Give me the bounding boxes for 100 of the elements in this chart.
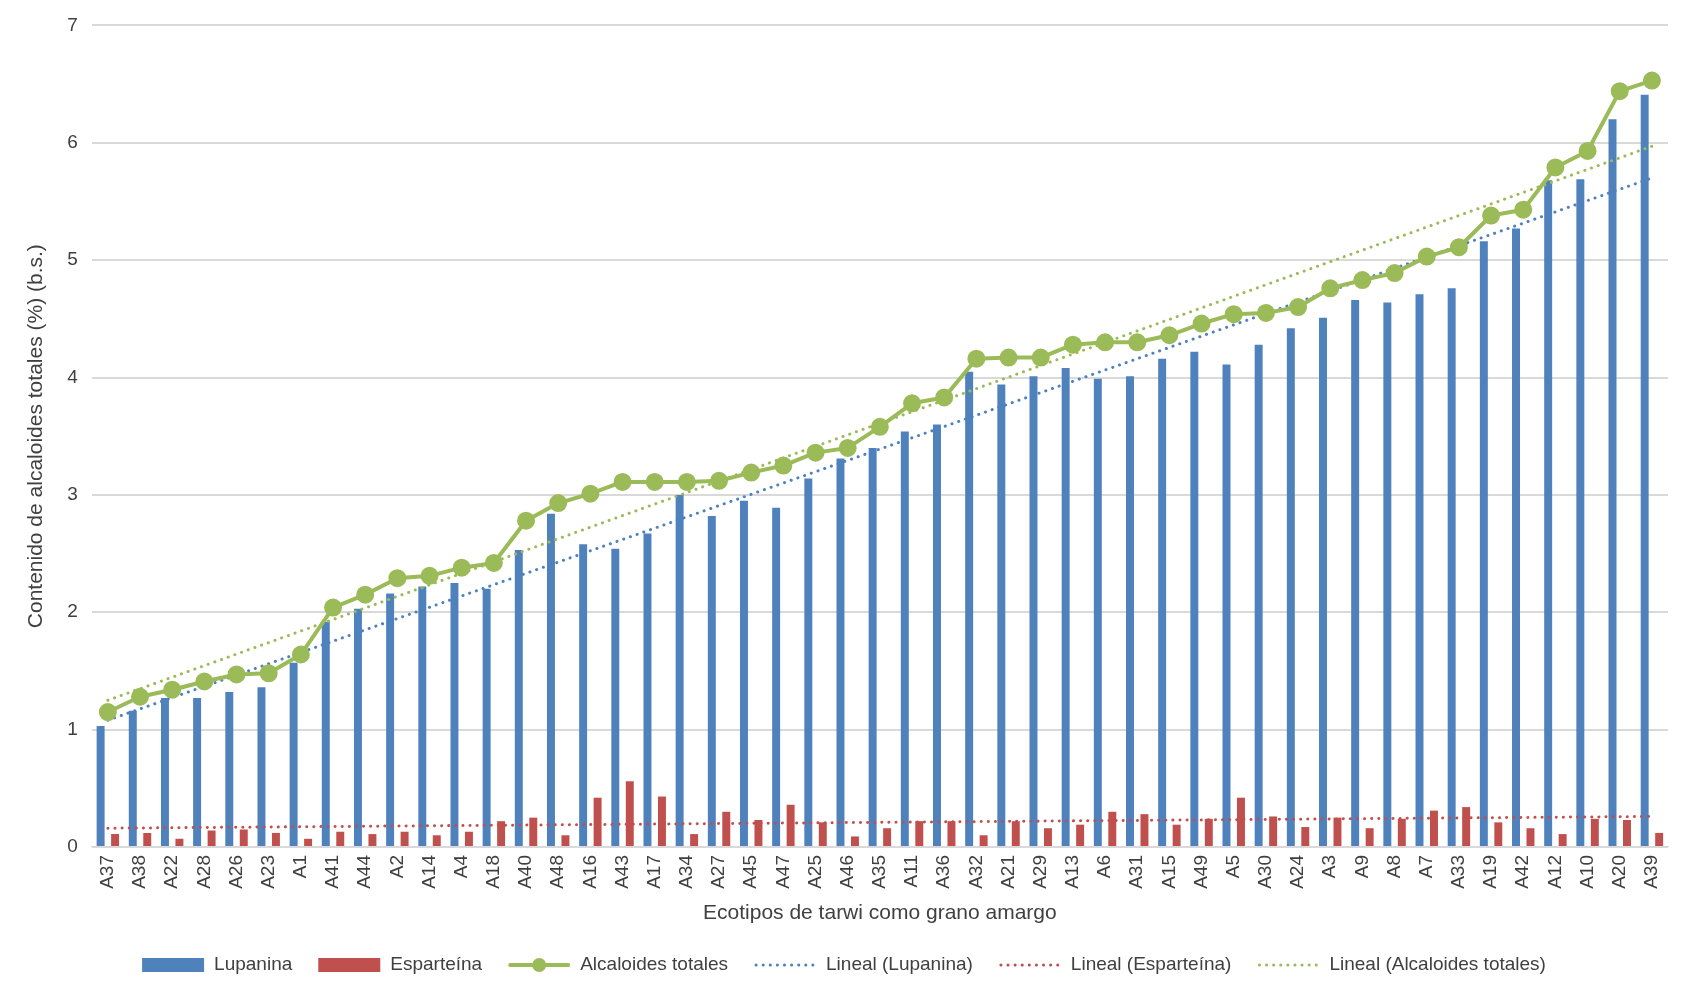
point	[742, 463, 761, 482]
bar	[400, 831, 409, 846]
x-tick-label: A6	[1093, 854, 1115, 879]
bar	[96, 726, 105, 846]
x-tick-label: A10	[1575, 854, 1597, 889]
x-tick-label: A47	[771, 854, 793, 889]
x-tick-label: A42	[1511, 854, 1533, 889]
bar	[464, 831, 473, 846]
bar	[1655, 832, 1664, 846]
bar	[739, 500, 748, 846]
bar	[1126, 376, 1134, 846]
bar	[1623, 820, 1631, 846]
point	[1353, 271, 1372, 290]
point	[710, 471, 729, 490]
x-tick-label: A3	[1318, 854, 1340, 879]
bar	[1172, 824, 1181, 846]
point	[1063, 335, 1082, 354]
bar	[271, 832, 280, 846]
x-tick-label: A8	[1382, 854, 1404, 879]
y-tick-label: 6	[67, 131, 78, 152]
y-tick-label: 1	[67, 717, 78, 739]
point	[1128, 333, 1147, 352]
bar	[368, 834, 377, 846]
bar	[225, 692, 234, 846]
legend-label: Alcaloides totales	[580, 953, 729, 975]
bar	[1301, 827, 1310, 846]
x-tick-label: A46	[835, 854, 857, 889]
point	[1449, 238, 1468, 257]
x-tick-label: A29	[1028, 854, 1050, 889]
point	[291, 645, 310, 664]
bar	[143, 832, 152, 846]
point	[838, 438, 857, 457]
bar	[850, 836, 859, 846]
bar	[193, 697, 202, 846]
point	[1514, 200, 1533, 219]
x-tick-label: A12	[1543, 854, 1565, 889]
x-tick-label: A17	[642, 854, 664, 889]
y-axis-title: Contenido de alcaloides totales (%) (b.s.)	[23, 244, 47, 629]
y-tick-label: 7	[67, 13, 78, 35]
point	[1096, 333, 1115, 352]
point	[1031, 348, 1050, 367]
bar	[1494, 822, 1503, 846]
point	[1385, 264, 1404, 283]
x-tick-label: A33	[1447, 854, 1469, 889]
x-axis-title: Ecotipos de tarwi como grano amargo	[703, 900, 1057, 924]
x-tick-label: A24	[1286, 854, 1308, 889]
y-tick-label: 0	[67, 835, 78, 857]
point	[774, 456, 793, 475]
legend-label: Lineal (Lupanina)	[826, 953, 973, 975]
bar	[1558, 834, 1567, 846]
x-tick-label: A22	[160, 854, 182, 889]
x-tick-label: A11	[900, 854, 922, 888]
point	[1417, 247, 1436, 266]
bar	[1076, 824, 1085, 846]
x-tick-label: A36	[932, 854, 954, 889]
y-tick-label: 4	[67, 365, 79, 387]
point	[1321, 279, 1340, 298]
bar	[690, 834, 699, 846]
x-tick-label: A18	[482, 854, 504, 889]
point	[903, 394, 922, 413]
x-tick-label: A21	[996, 854, 1018, 889]
x-tick-label: A25	[803, 854, 825, 889]
point	[195, 672, 214, 691]
x-tick-label: A9	[1350, 854, 1372, 879]
point	[1546, 158, 1565, 177]
x-tick-label: A2	[385, 854, 407, 879]
x-tick-label: A44	[353, 854, 375, 889]
bar	[336, 831, 345, 846]
bar	[1043, 828, 1052, 846]
bar	[289, 662, 298, 846]
point	[999, 348, 1018, 367]
bar	[772, 507, 781, 846]
point	[1289, 298, 1308, 317]
x-tick-label: A49	[1189, 854, 1211, 889]
x-tick-label: A16	[578, 854, 600, 889]
x-tick-label: A27	[707, 854, 729, 889]
bar	[304, 838, 313, 846]
bar	[1190, 351, 1199, 846]
x-tick-label: A48	[546, 854, 568, 889]
x-tick-label: A32	[964, 854, 986, 889]
point	[613, 472, 632, 491]
x-tick-label: A7	[1414, 854, 1436, 879]
point	[259, 664, 278, 683]
bar	[1383, 302, 1392, 846]
bar	[707, 516, 716, 846]
bar	[561, 835, 570, 846]
point	[517, 511, 536, 530]
x-tick-label: A30	[1254, 854, 1276, 889]
bar	[979, 835, 988, 846]
bar	[1365, 828, 1374, 846]
point	[645, 472, 664, 491]
point	[324, 598, 343, 617]
bar	[111, 834, 120, 846]
bar	[432, 835, 441, 846]
bar	[1158, 358, 1167, 846]
bar	[1254, 344, 1263, 846]
x-tick-label: A1	[289, 854, 311, 879]
point	[452, 558, 471, 577]
legend-label: Lupanina	[214, 953, 293, 975]
point	[1642, 71, 1661, 90]
